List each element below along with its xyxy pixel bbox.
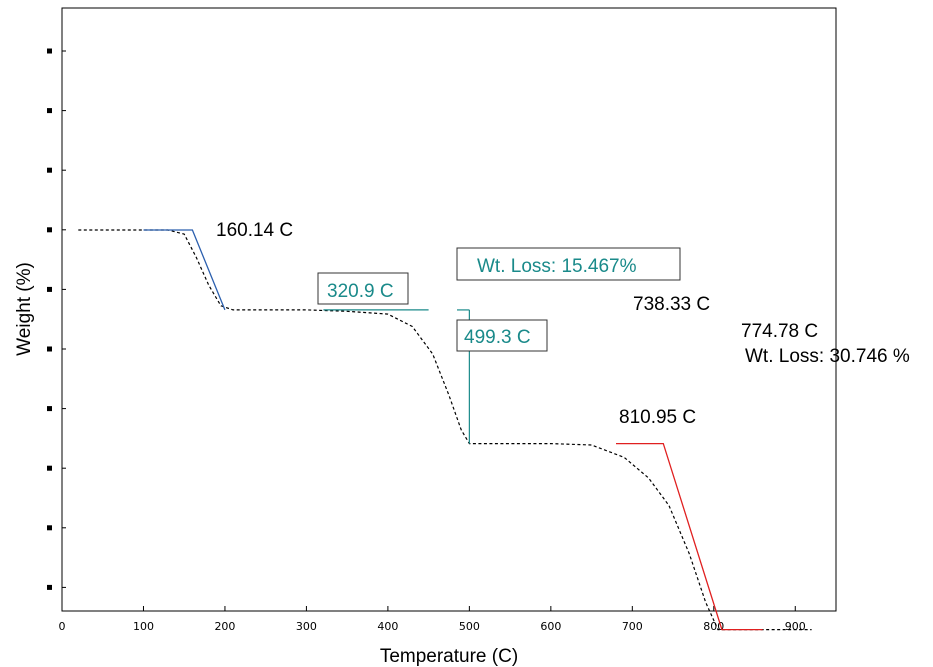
annotation-box	[456, 319, 548, 352]
annotation-label: Wt. Loss: 15.467%	[477, 256, 637, 277]
fit-line-step-1	[143, 229, 226, 311]
x-tick-label: 400	[377, 620, 398, 633]
fit-lines-layer	[143, 229, 763, 631]
y-axis-title: Weight (%)	[14, 262, 35, 356]
annotation-label: 499.3 C	[464, 327, 531, 348]
y-tick-marker	[47, 584, 52, 590]
plot-frame	[61, 7, 837, 612]
y-tick-marker	[47, 227, 52, 233]
y-tick-marker	[47, 406, 52, 412]
y-tick-marker	[47, 346, 52, 352]
x-tick-label: 200	[214, 620, 235, 633]
annotation-label: 810.95 C	[619, 407, 696, 428]
annotation-label: 774.78 C	[741, 321, 818, 342]
x-tick-label: 0	[59, 620, 66, 633]
x-tick-label: 500	[459, 620, 480, 633]
annotation-label: 738.33 C	[633, 294, 710, 315]
x-tick-label: 100	[133, 620, 154, 633]
x-axis-ticks: 0 100 200 300 400 500 600 700 800 900	[59, 606, 806, 633]
y-tick-marker	[47, 108, 52, 114]
x-tick-label: 300	[296, 620, 317, 633]
measured-curve	[78, 229, 812, 631]
series-layer	[78, 229, 812, 631]
annotation-box	[317, 272, 409, 305]
x-tick-label: 900	[785, 620, 806, 633]
x-axis-title: Temperature (C)	[380, 646, 518, 667]
annotation-label: 160.14 C	[216, 220, 293, 241]
fit-line-step-3	[616, 442, 763, 631]
y-tick-marker	[47, 465, 52, 471]
annotation-label: 320.9 C	[327, 281, 394, 302]
x-tick-label: 700	[622, 620, 643, 633]
y-tick-marker	[47, 286, 52, 292]
annotation-layer: 160.14 C Wt. Loss: 15.467% 320.9 C 499.3 C 7…	[216, 220, 910, 428]
y-tick-marker	[47, 167, 52, 173]
y-axis-ticks	[47, 48, 66, 590]
annotation-box	[456, 247, 681, 281]
x-tick-label: 600	[540, 620, 561, 633]
annotation-label: Wt. Loss: 30.746 %	[745, 346, 910, 367]
y-tick-marker	[47, 525, 52, 531]
y-tick-marker	[47, 48, 52, 54]
